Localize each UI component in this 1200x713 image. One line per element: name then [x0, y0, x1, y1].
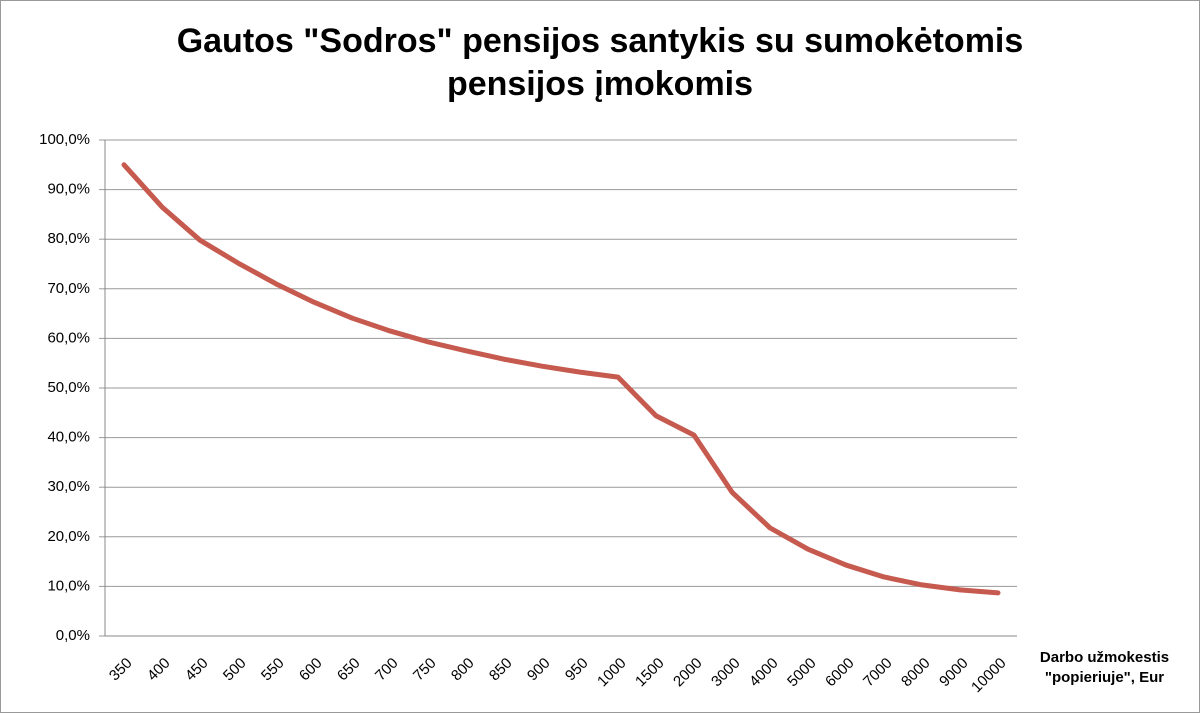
y-tick-label: 0,0%	[56, 627, 90, 644]
x-tick-label: 500	[220, 655, 250, 685]
y-tick-label: 100,0%	[39, 131, 90, 148]
x-tick-label: 4000	[746, 655, 782, 691]
y-tick-label: 40,0%	[47, 429, 90, 446]
x-tick-label: 3000	[708, 655, 744, 691]
x-tick-label: 800	[448, 655, 478, 685]
x-tick-label: 450	[182, 655, 212, 685]
x-tick-label: 850	[486, 655, 516, 685]
x-axis-label: Darbo užmokestis "popieriuje", Eur	[1039, 649, 1170, 686]
data-line	[121, 162, 1001, 596]
x-tick-label: 10000	[968, 655, 1010, 697]
x-tick-label: 400	[144, 655, 174, 685]
x-tick-label: 750	[410, 655, 440, 685]
x-tick-label: 1500	[632, 655, 668, 691]
y-tick-label: 60,0%	[47, 329, 90, 346]
chart-title: Gautos "Sodros" pensijos santykis su sum…	[176, 22, 1024, 103]
x-tick-label: 9000	[936, 655, 972, 691]
y-tick-label: 90,0%	[47, 181, 90, 198]
y-tick-label: 20,0%	[47, 528, 90, 545]
x-tick-label: 650	[334, 655, 364, 685]
y-tick-label: 10,0%	[47, 577, 90, 594]
x-tick-label: 600	[296, 655, 326, 685]
x-tick-label: 900	[524, 655, 554, 685]
y-tick-label: 50,0%	[47, 379, 90, 396]
y-tick-label: 80,0%	[47, 230, 90, 247]
y-tick-label: 70,0%	[47, 280, 90, 297]
y-tick-label: 30,0%	[47, 478, 90, 495]
x-tick-label: 6000	[822, 655, 858, 691]
x-tick-label: 8000	[898, 655, 934, 691]
x-tick-label: 2000	[670, 655, 706, 691]
x-tick-label: 350	[106, 655, 136, 685]
x-tick-label: 7000	[860, 655, 896, 691]
x-tick-label: 950	[562, 655, 592, 685]
x-tick-label: 700	[372, 655, 402, 685]
x-tick-label: 5000	[784, 655, 820, 691]
x-tick-label: 1000	[594, 655, 630, 691]
x-tick-label: 550	[258, 655, 288, 685]
